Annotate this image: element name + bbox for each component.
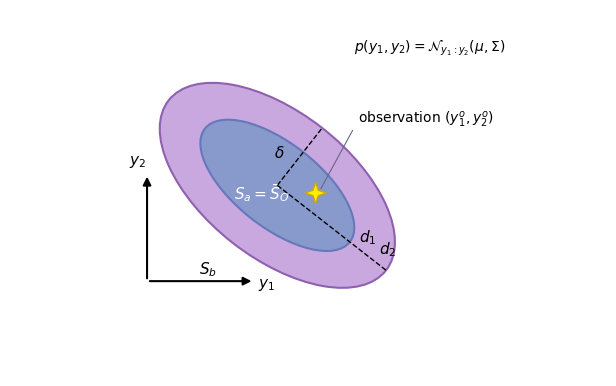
Text: $y_2$: $y_2$ [129, 154, 146, 170]
Text: $\delta$: $\delta$ [274, 145, 285, 161]
Text: $d_2$: $d_2$ [379, 240, 397, 259]
Text: $d_1$: $d_1$ [359, 229, 377, 247]
Text: $S_a = \bar{S}_O$: $S_a = \bar{S}_O$ [235, 182, 290, 204]
Text: $S_b$: $S_b$ [200, 260, 217, 279]
Text: $y_1$: $y_1$ [258, 277, 275, 293]
PathPatch shape [305, 182, 326, 204]
Text: observation $(y_1^o, y_2^o)$: observation $(y_1^o, y_2^o)$ [358, 110, 493, 130]
Ellipse shape [200, 120, 354, 251]
Ellipse shape [160, 83, 395, 288]
Text: $p(y_1, y_2) = \mathcal{N}_{y_1:y_2}(\mu, \Sigma)$: $p(y_1, y_2) = \mathcal{N}_{y_1:y_2}(\mu… [354, 37, 505, 58]
